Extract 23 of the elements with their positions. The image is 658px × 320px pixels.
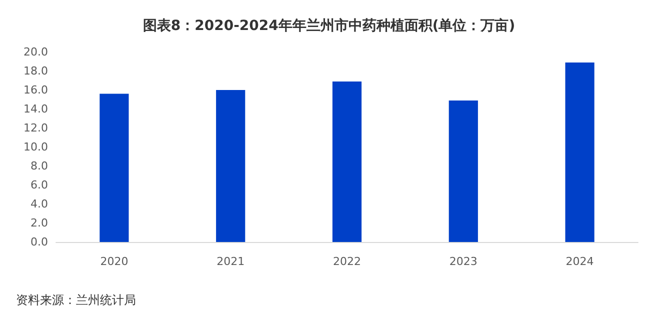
- bar: [216, 90, 246, 242]
- text: 资料来源：兰州统计局: [16, 293, 136, 307]
- y-tick-label: 10.0: [24, 140, 48, 154]
- y-tick-label: 14.0: [24, 102, 48, 116]
- x-tick-label: 2022: [333, 255, 361, 268]
- bar: [100, 94, 129, 242]
- y-tick-label: 0.0: [30, 236, 48, 248]
- y-tick-label: 2.0: [30, 216, 48, 230]
- y-tick-label: 8.0: [30, 160, 48, 172]
- x-tick-label: 2020: [100, 255, 128, 268]
- chart-title: 图表8：2020-2024年年兰州市中药种植面积(单位：万亩): [142, 17, 516, 34]
- y-tick-label: 16.0: [24, 84, 48, 96]
- y-tick-label: 12.0: [24, 122, 48, 134]
- x-tick-label: 2023: [449, 255, 478, 268]
- x-tick-label: 2024: [566, 255, 594, 268]
- y-tick-label: 20.0: [24, 46, 48, 58]
- bar: [565, 62, 594, 242]
- x-tick-label: 2021: [216, 255, 245, 268]
- bar: [448, 100, 478, 242]
- y-tick-label: 6.0: [30, 178, 48, 192]
- y-tick-label: 4.0: [30, 198, 48, 210]
- y-tick-label: 18.0: [24, 64, 48, 78]
- bar: [332, 81, 362, 242]
